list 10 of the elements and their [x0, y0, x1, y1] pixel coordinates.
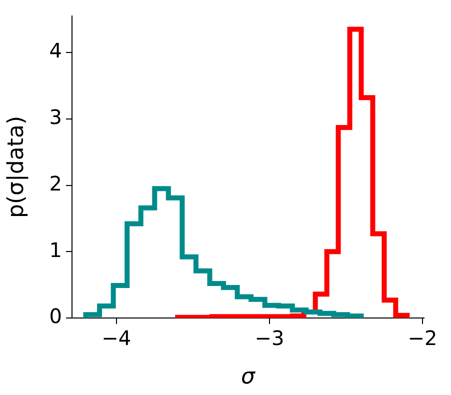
x-tick-label: −2 [408, 326, 438, 350]
x-tick-label: −4 [102, 326, 132, 350]
y-tick-label: 4 [49, 38, 62, 63]
x-tick-label: −3 [254, 326, 284, 350]
y-tick-label: 1 [49, 238, 62, 262]
y-tick-label: 0 [49, 304, 62, 328]
y-axis-title: p(σ|data) [4, 116, 29, 218]
x-axis-title: σ [241, 364, 256, 390]
y-tick-label: 2 [49, 171, 62, 196]
y-tick-label: 3 [49, 105, 62, 130]
